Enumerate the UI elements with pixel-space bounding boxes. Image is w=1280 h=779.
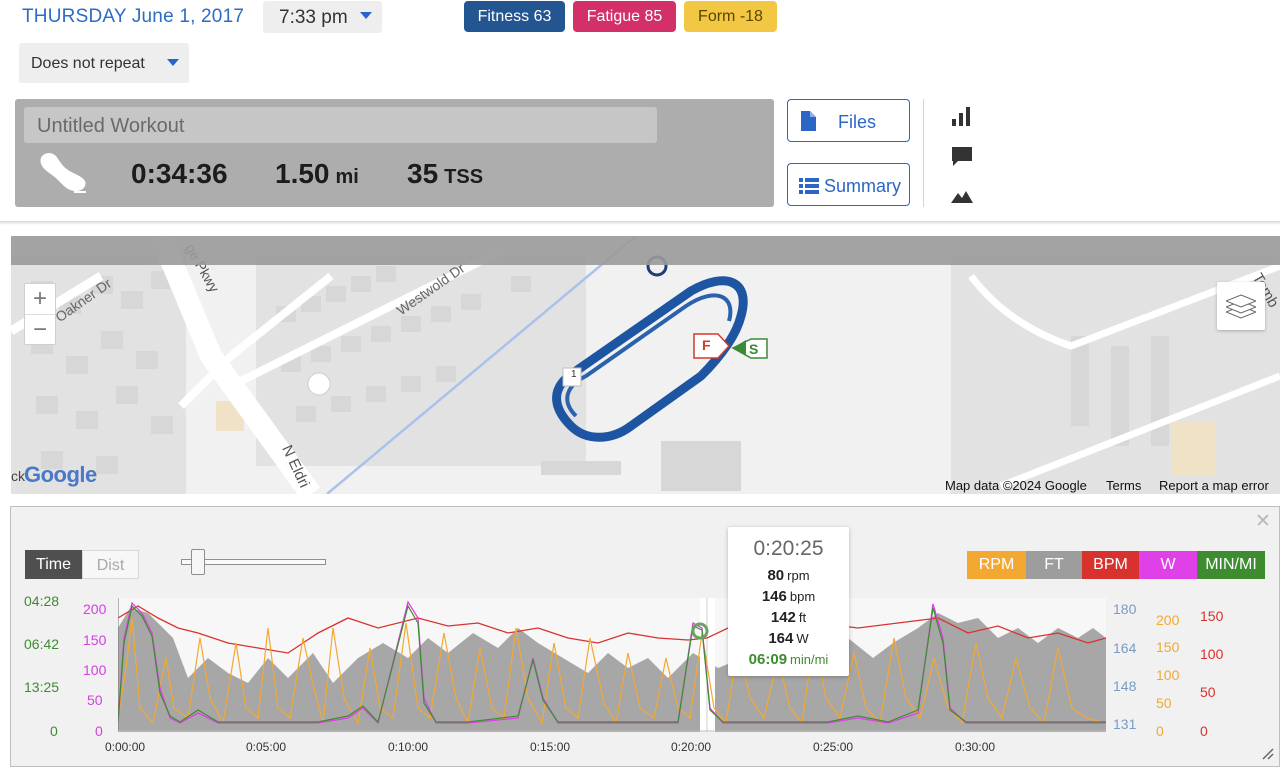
resize-grip-icon[interactable] [1262,747,1274,765]
tss-unit: TSS [444,166,484,188]
axis-rpm-tick: 200 [1156,612,1180,628]
tooltip-rpm: 80 rpm [767,567,810,584]
x-axis-tick: 0:25:00 [813,740,854,754]
repeat-select[interactable]: Does not repeat [19,43,189,83]
tss-value: 35 [407,158,439,189]
tooltip-w: 164 W [768,630,809,647]
tooltip-pace: 06:09 min/mi [748,651,829,668]
chevron-down-icon [167,59,179,66]
axis-watts-tick: 0 [95,723,103,739]
form-badge: Form -18 [684,1,777,32]
axis-rpm-tick: 150 [1156,639,1180,655]
tooltip-bpm: 146 bpm [761,588,816,605]
axis-pace-tick: 04:28 [24,593,60,609]
axis-pace-tick: 06:42 [24,636,60,652]
workout-title-input[interactable]: Untitled Workout [24,107,657,143]
map-logo-prefix: ck [11,468,25,484]
map-top-bar [11,236,1280,265]
divider [923,99,924,207]
tooltip-time: 0:20:25 [753,537,824,560]
fatigue-badge: Fatigue 85 [573,1,676,32]
x-axis-tick: 0:30:00 [955,740,996,754]
route-map[interactable]: 1 F S Oakner Dr ge Pkwy Westwold Dr N El… [11,236,1280,494]
elevation-icon[interactable] [951,189,973,208]
axis-rpm-tick: 0 [1156,723,1164,739]
time-select[interactable]: 7:33 pm [263,1,382,33]
close-icon[interactable]: ✕ [1255,511,1271,532]
header-divider [0,221,1280,225]
fitness-badge: Fitness 63 [464,1,565,32]
duration-value: 0:34:36 [131,158,228,189]
tss-metric: 35 TSS [407,158,483,190]
time-value: 7:33 pm [279,7,348,28]
zoom-slider-handle[interactable] [191,549,205,575]
start-marker[interactable]: S [749,341,759,357]
x-axis-tick: 0:20:00 [671,740,712,754]
report-map-error-link[interactable]: Report a map error [1159,478,1269,493]
axis-watts-tick: 100 [83,662,107,678]
pace-line [118,604,1106,724]
summary-label: Summary [824,176,902,196]
bpm-line [118,605,1106,654]
elevation-area [118,608,1106,732]
axis-watts-tick: 150 [83,632,107,648]
axis-watts-tick: 50 [87,692,103,708]
map-terms-link[interactable]: Terms [1106,478,1142,493]
repeat-value: Does not repeat [31,55,145,72]
legend-ft[interactable]: FT [1026,551,1082,579]
list-icon [799,178,819,199]
axis-watts-tick: 200 [83,601,107,617]
axis-ft-tick: 131 [1113,716,1137,732]
axis-pace-tick: 13:25 [24,679,60,695]
zoom-in-button[interactable]: + [32,285,47,312]
workout-chart-plot[interactable] [118,598,1106,732]
files-label: Files [838,112,877,132]
distance-unit: mi [335,166,359,188]
distance-metric: 1.50 mi [275,158,359,190]
axis-ft-tick: 148 [1113,678,1137,694]
layers-icon [1224,292,1258,325]
distance-value: 1.50 [275,158,330,189]
axis-ft-tick: 164 [1113,640,1137,656]
axis-bpm-tick: 100 [1200,646,1224,662]
toggle-time[interactable]: Time [25,550,82,579]
axis-bpm-tick: 50 [1200,684,1216,700]
bar-chart-icon[interactable] [951,106,971,131]
axis-ft-tick: 180 [1113,601,1137,617]
legend-w[interactable]: W [1139,551,1197,579]
legend-bpm[interactable]: BPM [1082,551,1139,579]
axis-pace-tick: 0 [50,723,58,739]
finish-marker[interactable]: F [702,337,711,353]
zoom-out-button[interactable]: − [25,314,55,344]
files-button[interactable]: Files [787,99,910,142]
x-axis-tick: 0:10:00 [388,740,429,754]
x-axis-tick: 0:00:00 [105,740,146,754]
chart-tooltip: 0:20:25 80 rpm 146 bpm 142 ft 164 W 06:09 min… [728,527,849,676]
x-axis-tick: 0:05:00 [246,740,287,754]
map-attribution: Map data ©2024 Google [945,478,1087,493]
axis-bpm-tick: 150 [1200,608,1224,624]
axis-bpm-tick: 0 [1200,723,1208,739]
x-axis-tick: 0:15:00 [530,740,571,754]
lap-marker[interactable]: 1 [571,369,577,380]
summary-button[interactable]: Summary [787,163,910,206]
legend-rpm[interactable]: RPM [967,551,1026,579]
chevron-down-icon [360,12,372,19]
zoom-control: + − [24,283,56,345]
axis-rpm-tick: 50 [1156,695,1172,711]
comment-icon[interactable] [951,146,973,171]
cursor-marker [691,622,709,640]
axis-rpm-tick: 100 [1156,667,1180,683]
layers-button[interactable] [1217,282,1265,330]
workout-date: THURSDAY June 1, 2017 [22,6,245,27]
legend-pace[interactable]: MIN/MI [1197,551,1265,579]
toggle-dist[interactable]: Dist [82,550,139,579]
tooltip-ft: 142 ft [770,609,807,626]
zoom-slider-track[interactable] [181,559,326,565]
file-icon [800,111,816,136]
google-logo[interactable]: Google [24,462,97,487]
running-shoe-icon [38,150,88,199]
